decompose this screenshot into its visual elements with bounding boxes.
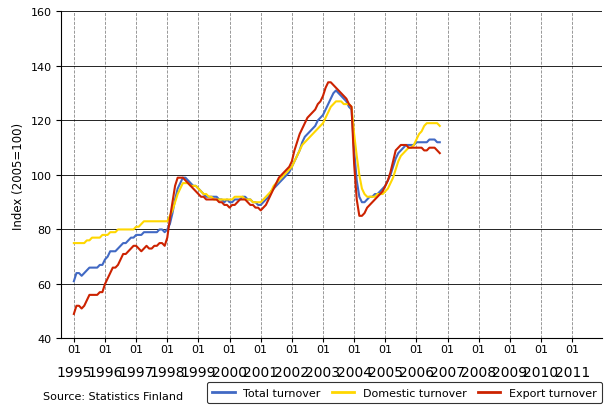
Line: Total turnover: Total turnover bbox=[74, 91, 440, 282]
Domestic turnover bbox=[247, 197, 254, 202]
Export turnover bbox=[182, 178, 189, 183]
Total turnover bbox=[436, 140, 443, 145]
Total turnover bbox=[397, 149, 405, 154]
Domestic turnover bbox=[70, 241, 77, 246]
Export turnover bbox=[301, 121, 308, 126]
Total turnover bbox=[301, 135, 308, 140]
Total turnover bbox=[309, 127, 316, 132]
Total turnover bbox=[182, 176, 189, 181]
Total turnover bbox=[332, 89, 340, 94]
Total turnover bbox=[247, 197, 254, 202]
Domestic turnover bbox=[309, 132, 316, 137]
Domestic turnover bbox=[301, 140, 308, 145]
Total turnover bbox=[70, 279, 77, 284]
Export turnover bbox=[309, 111, 316, 116]
Domestic turnover bbox=[332, 100, 340, 104]
Export turnover bbox=[247, 203, 254, 208]
Export turnover bbox=[70, 312, 77, 317]
Y-axis label: Index (2005=100): Index (2005=100) bbox=[12, 122, 25, 229]
Export turnover bbox=[397, 143, 405, 148]
Text: Source: Statistics Finland: Source: Statistics Finland bbox=[43, 391, 183, 401]
Total turnover bbox=[262, 197, 270, 202]
Export turnover bbox=[262, 203, 270, 208]
Domestic turnover bbox=[436, 124, 443, 129]
Export turnover bbox=[325, 81, 332, 85]
Domestic turnover bbox=[397, 154, 405, 159]
Line: Domestic turnover: Domestic turnover bbox=[74, 102, 440, 244]
Export turnover bbox=[436, 151, 443, 156]
Legend: Total turnover, Domestic turnover, Export turnover: Total turnover, Domestic turnover, Expor… bbox=[207, 382, 602, 404]
Line: Export turnover: Export turnover bbox=[74, 83, 440, 314]
Domestic turnover bbox=[262, 195, 270, 200]
Domestic turnover bbox=[182, 181, 189, 186]
